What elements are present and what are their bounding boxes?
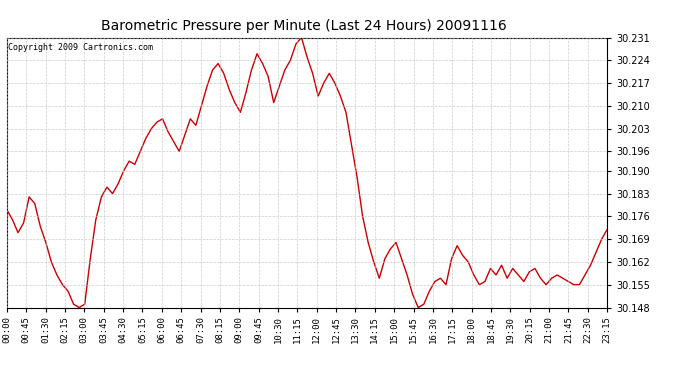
Text: Copyright 2009 Cartronics.com: Copyright 2009 Cartronics.com (8, 43, 153, 52)
Text: Barometric Pressure per Minute (Last 24 Hours) 20091116: Barometric Pressure per Minute (Last 24 … (101, 19, 506, 33)
